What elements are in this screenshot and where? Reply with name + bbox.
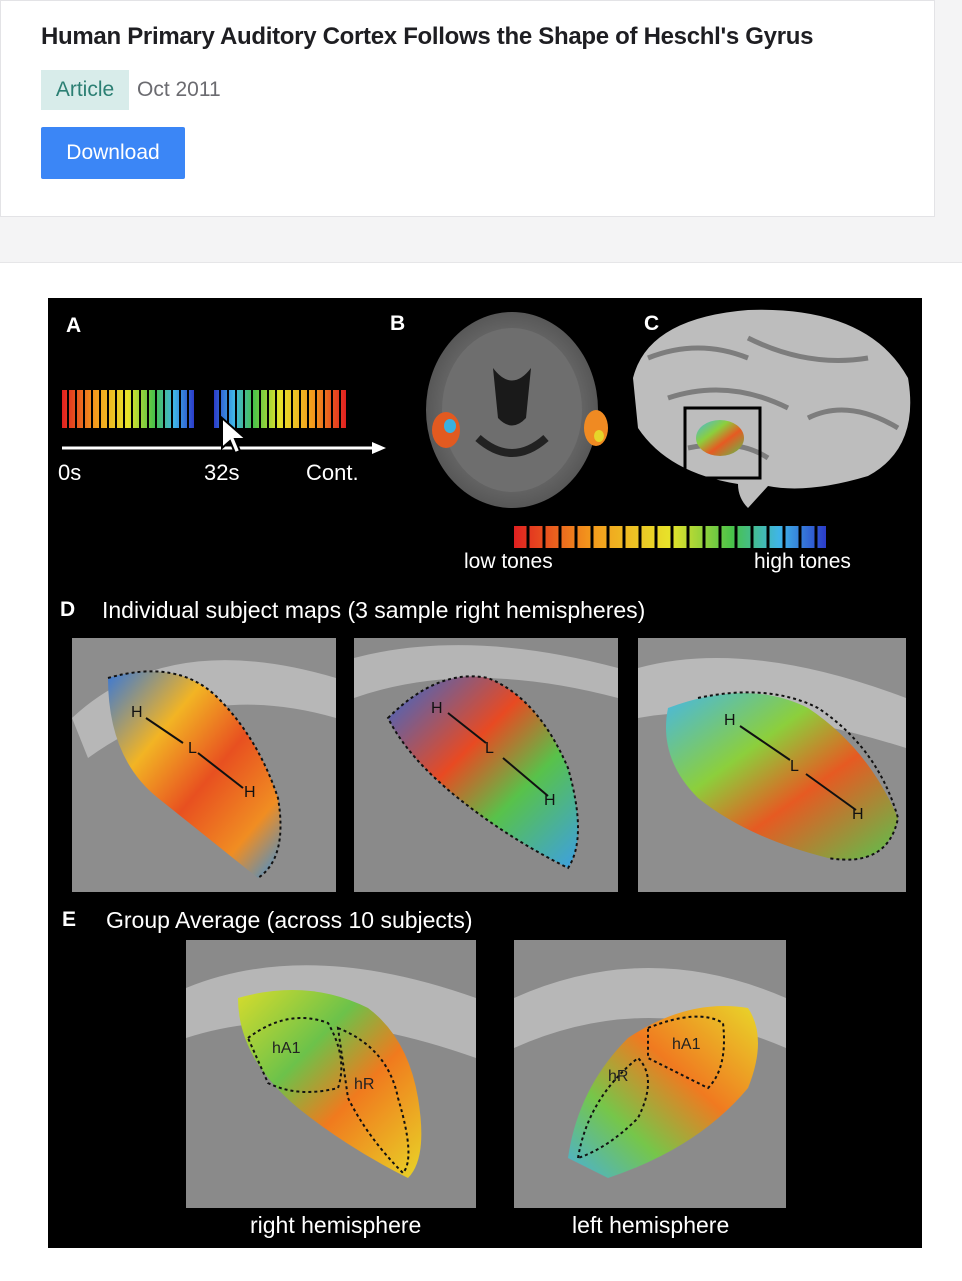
- left-hemisphere-label: left hemisphere: [572, 1212, 730, 1238]
- ha1-label: hA1: [672, 1036, 701, 1053]
- brain-lateral-c: [633, 309, 911, 508]
- map-mark-h: H: [431, 700, 443, 717]
- tone-scale-dividers: [526, 526, 818, 548]
- article-card: Human Primary Auditory Cortex Follows th…: [0, 0, 935, 217]
- map-mark-h: H: [544, 792, 556, 809]
- article-type-badge: Article: [41, 70, 129, 110]
- group-map-right: [186, 940, 476, 1208]
- time-label-0s: 0s: [58, 460, 82, 485]
- panel-e-caption: Group Average (across 10 subjects): [106, 907, 473, 933]
- hr-label: hR: [354, 1076, 375, 1093]
- map-mark-h: H: [852, 806, 864, 823]
- time-label-cont: Cont.: [306, 460, 359, 485]
- panel-d-caption: Individual subject maps (3 sample right …: [102, 597, 646, 623]
- map-mark-h: H: [244, 784, 256, 801]
- publication-date: Oct 2011: [137, 78, 221, 101]
- panel-b-letter: B: [390, 312, 406, 335]
- stimulus-bars-1: [62, 390, 346, 428]
- hr-label: hR: [608, 1068, 629, 1085]
- right-hemisphere-label: right hemisphere: [250, 1212, 422, 1238]
- panel-d-letter: D: [60, 598, 76, 621]
- figure-image: A 0s 32s Cont. B C low tones high tones …: [48, 298, 922, 1248]
- high-tones-label: high tones: [754, 550, 851, 573]
- low-tones-label: low tones: [464, 550, 553, 573]
- map-mark-l: L: [188, 740, 197, 757]
- map-mark-h: H: [131, 704, 143, 721]
- download-button[interactable]: Download: [41, 127, 185, 179]
- time-label-32s: 32s: [204, 460, 240, 485]
- article-title[interactable]: Human Primary Auditory Cortex Follows th…: [41, 23, 814, 50]
- stimulus-bar-dividers: [67, 390, 341, 428]
- subject-map-1: [72, 638, 336, 892]
- panel-e-letter: E: [62, 908, 77, 931]
- panel-c-letter: C: [644, 312, 660, 335]
- ha1-label: hA1: [272, 1040, 301, 1057]
- panel-a-letter: A: [66, 314, 82, 337]
- gradient-arrows: [145, 712, 857, 811]
- figure-artwork: [62, 309, 911, 1208]
- map-mark-h: H: [724, 712, 736, 729]
- group-map-left: [514, 940, 786, 1208]
- brain-slice-b: [426, 312, 608, 508]
- map-mark-l: L: [790, 758, 799, 775]
- mouse-cursor-icon: [221, 416, 249, 455]
- time-axis-arrow: [372, 442, 386, 454]
- subject-map-3: [638, 638, 906, 892]
- map-mark-l: L: [485, 740, 494, 757]
- subject-map-2: [354, 638, 618, 892]
